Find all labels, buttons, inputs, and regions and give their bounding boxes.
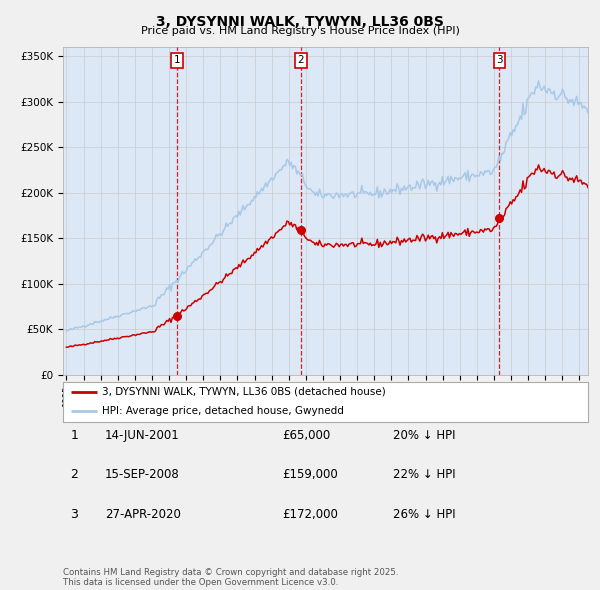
Text: 3, DYSYNNI WALK, TYWYN, LL36 0BS (detached house): 3, DYSYNNI WALK, TYWYN, LL36 0BS (detach… bbox=[103, 387, 386, 396]
Text: HPI: Average price, detached house, Gwynedd: HPI: Average price, detached house, Gwyn… bbox=[103, 405, 344, 415]
Text: 3: 3 bbox=[496, 55, 503, 65]
Text: 22% ↓ HPI: 22% ↓ HPI bbox=[393, 468, 455, 481]
Text: 20% ↓ HPI: 20% ↓ HPI bbox=[393, 429, 455, 442]
Text: £65,000: £65,000 bbox=[282, 429, 330, 442]
Text: 2: 2 bbox=[298, 55, 304, 65]
Text: 3, DYSYNNI WALK, TYWYN, LL36 0BS: 3, DYSYNNI WALK, TYWYN, LL36 0BS bbox=[156, 15, 444, 29]
Text: 26% ↓ HPI: 26% ↓ HPI bbox=[393, 508, 455, 521]
Text: £172,000: £172,000 bbox=[282, 508, 338, 521]
Text: 14-JUN-2001: 14-JUN-2001 bbox=[105, 429, 180, 442]
Text: 15-SEP-2008: 15-SEP-2008 bbox=[105, 468, 180, 481]
Text: £159,000: £159,000 bbox=[282, 468, 338, 481]
Text: Contains HM Land Registry data © Crown copyright and database right 2025.
This d: Contains HM Land Registry data © Crown c… bbox=[63, 568, 398, 587]
Text: 1: 1 bbox=[173, 55, 180, 65]
Text: 3: 3 bbox=[70, 508, 79, 521]
Text: 27-APR-2020: 27-APR-2020 bbox=[105, 508, 181, 521]
Text: 2: 2 bbox=[70, 468, 79, 481]
Text: 1: 1 bbox=[70, 429, 79, 442]
Text: Price paid vs. HM Land Registry's House Price Index (HPI): Price paid vs. HM Land Registry's House … bbox=[140, 26, 460, 36]
